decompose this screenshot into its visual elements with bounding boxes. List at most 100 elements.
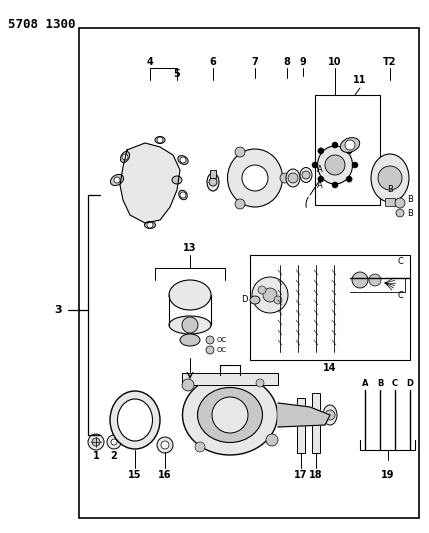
Circle shape <box>180 157 186 163</box>
Bar <box>250 255 410 360</box>
Polygon shape <box>120 143 180 223</box>
Circle shape <box>369 274 381 286</box>
Circle shape <box>209 178 217 186</box>
Text: 14: 14 <box>323 363 337 373</box>
Text: B: B <box>377 378 383 387</box>
Circle shape <box>256 379 264 387</box>
Ellipse shape <box>180 334 200 346</box>
Text: T2: T2 <box>383 57 397 67</box>
Polygon shape <box>278 403 330 427</box>
Ellipse shape <box>317 146 353 184</box>
Circle shape <box>345 140 355 150</box>
Circle shape <box>332 182 338 188</box>
Circle shape <box>325 155 345 175</box>
Ellipse shape <box>250 296 260 304</box>
Circle shape <box>378 166 402 190</box>
Ellipse shape <box>323 405 337 425</box>
Bar <box>297 398 305 453</box>
Text: 9: 9 <box>299 57 306 67</box>
Text: 5: 5 <box>174 69 180 79</box>
Text: D: D <box>407 378 414 387</box>
Circle shape <box>92 438 100 446</box>
Circle shape <box>122 154 128 160</box>
Circle shape <box>107 435 121 449</box>
Circle shape <box>157 137 163 143</box>
Ellipse shape <box>227 149 283 207</box>
Circle shape <box>161 441 169 449</box>
Circle shape <box>235 199 245 209</box>
Ellipse shape <box>118 399 152 441</box>
Text: 8: 8 <box>284 57 290 67</box>
Text: C: C <box>397 257 403 266</box>
Bar <box>210 170 216 178</box>
Ellipse shape <box>300 167 312 182</box>
Text: A: A <box>362 378 368 387</box>
Circle shape <box>182 379 194 391</box>
Circle shape <box>147 222 153 228</box>
Ellipse shape <box>371 154 409 202</box>
Circle shape <box>206 346 214 354</box>
Circle shape <box>376 181 384 189</box>
Bar <box>315 95 380 205</box>
Text: C: C <box>392 378 398 387</box>
Circle shape <box>395 198 405 208</box>
Text: 16: 16 <box>158 470 172 480</box>
Circle shape <box>346 148 352 154</box>
Circle shape <box>332 142 338 148</box>
Circle shape <box>182 317 198 333</box>
Circle shape <box>157 437 173 453</box>
Text: 1: 1 <box>93 451 100 461</box>
Circle shape <box>180 192 186 198</box>
Ellipse shape <box>110 174 124 185</box>
Ellipse shape <box>207 173 219 191</box>
Bar <box>385 198 395 206</box>
Circle shape <box>266 434 278 446</box>
Ellipse shape <box>172 176 182 184</box>
Ellipse shape <box>145 222 155 229</box>
Circle shape <box>346 176 352 182</box>
Circle shape <box>206 336 214 344</box>
Text: 5708 1300: 5708 1300 <box>8 18 76 31</box>
Circle shape <box>352 162 358 168</box>
Circle shape <box>274 296 282 304</box>
Text: 6: 6 <box>210 57 216 67</box>
Text: A: A <box>317 166 323 174</box>
Circle shape <box>258 286 266 294</box>
Text: 4: 4 <box>147 57 154 67</box>
Text: B: B <box>407 196 413 205</box>
Ellipse shape <box>286 169 300 187</box>
Circle shape <box>195 442 205 452</box>
Text: D: D <box>241 295 247 304</box>
Circle shape <box>288 173 298 183</box>
Text: 18: 18 <box>309 470 323 480</box>
Text: C: C <box>397 290 403 300</box>
Text: B: B <box>387 185 393 195</box>
Bar <box>312 393 320 453</box>
Text: 13: 13 <box>183 243 197 253</box>
Text: 7: 7 <box>252 57 258 67</box>
Circle shape <box>318 148 324 154</box>
Ellipse shape <box>169 280 211 310</box>
Text: B: B <box>407 208 413 217</box>
Text: A: A <box>317 181 323 190</box>
Text: 11: 11 <box>353 75 367 85</box>
Circle shape <box>396 209 404 217</box>
Ellipse shape <box>340 138 360 152</box>
Circle shape <box>318 176 324 182</box>
Ellipse shape <box>155 136 165 143</box>
Circle shape <box>212 397 248 433</box>
Circle shape <box>280 173 290 183</box>
Ellipse shape <box>121 151 130 163</box>
Circle shape <box>352 272 368 288</box>
Text: 19: 19 <box>381 470 394 480</box>
Ellipse shape <box>110 391 160 449</box>
Bar <box>79 28 419 518</box>
Ellipse shape <box>197 387 263 442</box>
Ellipse shape <box>182 375 278 455</box>
Text: 10: 10 <box>328 57 342 67</box>
Text: OC: OC <box>217 337 227 343</box>
Circle shape <box>242 165 268 191</box>
Text: 15: 15 <box>128 470 142 480</box>
Circle shape <box>88 434 104 450</box>
Circle shape <box>111 439 117 445</box>
